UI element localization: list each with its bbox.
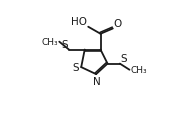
- Text: HO: HO: [71, 17, 87, 27]
- Text: CH₃: CH₃: [130, 65, 147, 74]
- Text: S: S: [62, 39, 69, 49]
- Text: N: N: [93, 77, 100, 87]
- Text: O: O: [114, 19, 122, 29]
- Text: CH₃: CH₃: [42, 37, 58, 46]
- Text: S: S: [73, 62, 79, 72]
- Text: S: S: [120, 53, 127, 63]
